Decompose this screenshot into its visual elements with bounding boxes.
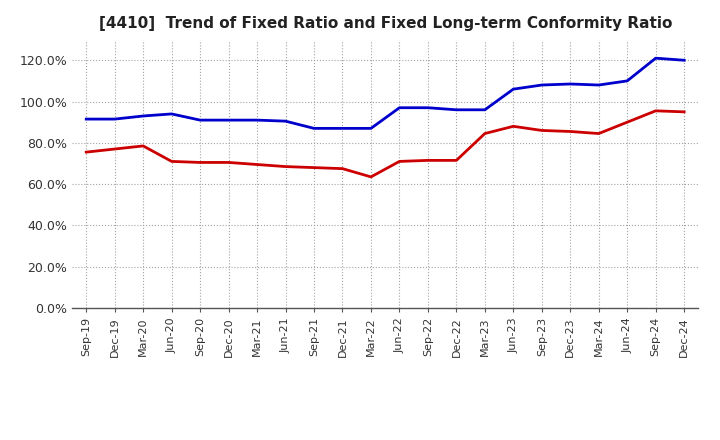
Fixed Long-term Conformity Ratio	[509, 124, 518, 129]
Fixed Ratio	[282, 118, 290, 124]
Fixed Long-term Conformity Ratio	[480, 131, 489, 136]
Fixed Ratio	[623, 78, 631, 84]
Fixed Ratio	[395, 105, 404, 110]
Fixed Ratio	[366, 126, 375, 131]
Fixed Ratio	[566, 81, 575, 87]
Fixed Ratio	[452, 107, 461, 113]
Line: Fixed Ratio: Fixed Ratio	[86, 58, 684, 128]
Fixed Ratio	[196, 117, 204, 123]
Fixed Ratio	[595, 82, 603, 88]
Fixed Long-term Conformity Ratio	[167, 159, 176, 164]
Fixed Ratio	[652, 55, 660, 61]
Fixed Ratio	[423, 105, 432, 110]
Fixed Long-term Conformity Ratio	[623, 120, 631, 125]
Fixed Long-term Conformity Ratio	[595, 131, 603, 136]
Fixed Long-term Conformity Ratio	[366, 174, 375, 180]
Fixed Ratio	[167, 111, 176, 117]
Fixed Ratio	[480, 107, 489, 113]
Fixed Ratio	[338, 126, 347, 131]
Line: Fixed Long-term Conformity Ratio: Fixed Long-term Conformity Ratio	[86, 111, 684, 177]
Fixed Long-term Conformity Ratio	[537, 128, 546, 133]
Fixed Long-term Conformity Ratio	[338, 166, 347, 171]
Fixed Long-term Conformity Ratio	[196, 160, 204, 165]
Fixed Ratio	[537, 82, 546, 88]
Fixed Long-term Conformity Ratio	[566, 129, 575, 134]
Fixed Long-term Conformity Ratio	[253, 162, 261, 167]
Fixed Long-term Conformity Ratio	[680, 109, 688, 114]
Fixed Long-term Conformity Ratio	[652, 108, 660, 114]
Fixed Ratio	[680, 58, 688, 63]
Fixed Long-term Conformity Ratio	[110, 147, 119, 152]
Fixed Long-term Conformity Ratio	[225, 160, 233, 165]
Fixed Ratio	[82, 117, 91, 122]
Fixed Ratio	[509, 87, 518, 92]
Fixed Ratio	[253, 117, 261, 123]
Fixed Long-term Conformity Ratio	[282, 164, 290, 169]
Title: [4410]  Trend of Fixed Ratio and Fixed Long-term Conformity Ratio: [4410] Trend of Fixed Ratio and Fixed Lo…	[99, 16, 672, 32]
Fixed Ratio	[225, 117, 233, 123]
Fixed Ratio	[310, 126, 318, 131]
Fixed Long-term Conformity Ratio	[82, 150, 91, 155]
Fixed Ratio	[139, 114, 148, 119]
Fixed Long-term Conformity Ratio	[310, 165, 318, 170]
Fixed Long-term Conformity Ratio	[452, 158, 461, 163]
Fixed Long-term Conformity Ratio	[423, 158, 432, 163]
Fixed Long-term Conformity Ratio	[395, 159, 404, 164]
Fixed Long-term Conformity Ratio	[139, 143, 148, 149]
Fixed Ratio	[110, 117, 119, 122]
